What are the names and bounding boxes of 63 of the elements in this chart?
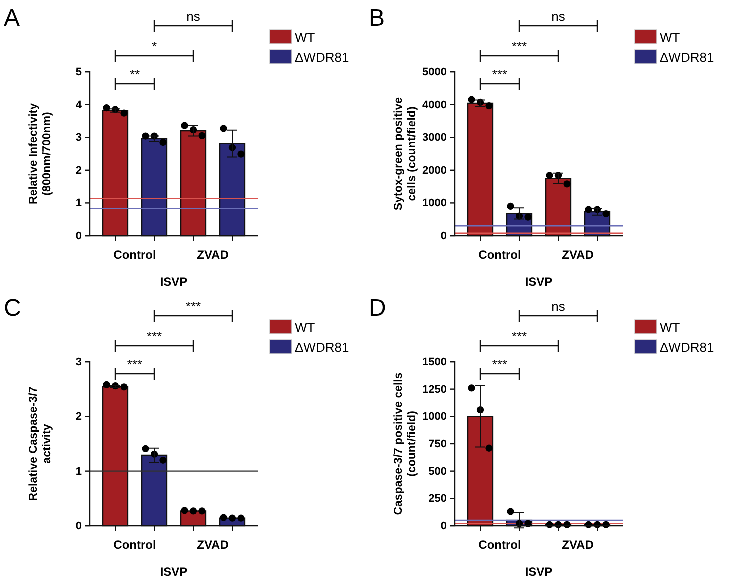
y-tick-label: 2: [76, 411, 82, 424]
y-axis-title: Relative Infectivity (800nm/700nm): [28, 102, 54, 204]
legend-label: ΔWDR81: [295, 340, 350, 355]
y-tick-label: 1500: [422, 356, 447, 369]
chart-title: B: [369, 5, 386, 32]
y-tick-label: 4000: [422, 99, 447, 112]
legend-label: WT: [660, 30, 680, 45]
x-axis-title: ISVP: [525, 565, 553, 579]
y-tick-label: 1: [76, 198, 82, 210]
text: ***: [512, 329, 528, 344]
x-axis-title: ISVP: [160, 275, 188, 289]
y-tick-label: 3: [76, 356, 82, 369]
y-tick-label: 750: [428, 438, 447, 451]
annotation: **: [130, 67, 140, 82]
y-tick-label: 5: [76, 66, 82, 79]
chart-title: A: [4, 5, 20, 32]
text: ns: [552, 9, 566, 24]
text: ***: [512, 39, 528, 54]
x-tick-label: ZVAD: [562, 538, 594, 552]
x-tick-label: ZVAD: [562, 248, 594, 262]
text: *: [152, 39, 158, 54]
legend-label: WT: [295, 30, 316, 45]
y-axis-title: Sytox-green positive cells (count/field): [393, 97, 418, 211]
text: ns: [552, 299, 566, 314]
y-axis-title: Relative Caspase-3/7 activity: [28, 386, 54, 502]
legend-label: WT: [295, 320, 316, 335]
x-axis-title: ISVP: [160, 565, 188, 579]
y-tick-label: 1000: [422, 411, 447, 424]
y-tick-label: 0: [440, 230, 447, 243]
chart-title: D: [369, 295, 386, 322]
y-tick-label: 5000: [422, 66, 447, 79]
x-tick-label: Control: [478, 248, 522, 262]
x-tick-label: ZVAD: [197, 248, 230, 262]
x-tick-label: Control: [478, 538, 522, 552]
legend-label: WT: [660, 320, 680, 335]
annotation: ***: [127, 357, 143, 372]
y-tick-label: 4: [76, 99, 83, 112]
legend-label: ΔWDR81: [660, 340, 714, 355]
x-axis-title: ISVP: [525, 275, 553, 289]
y-tick-label: 500: [428, 466, 447, 478]
y-tick-label: 0: [440, 520, 447, 533]
text: ***: [186, 299, 202, 314]
y-tick-label: 1: [76, 466, 82, 478]
x-tick-label: Control: [114, 538, 156, 552]
legend-label: ΔWDR81: [660, 50, 714, 65]
text: ns: [186, 9, 201, 24]
x-tick-label: ZVAD: [197, 538, 230, 552]
y-tick-label: 3: [76, 132, 82, 144]
y-tick-label: 1250: [422, 384, 447, 396]
y-tick-label: 0: [76, 230, 82, 243]
annotation: ***: [492, 67, 508, 82]
text: ***: [146, 329, 162, 344]
x-tick-label: Control: [114, 248, 156, 262]
y-tick-label: 2000: [422, 164, 447, 177]
y-tick-label: 1000: [422, 198, 447, 210]
chart-title: C: [4, 295, 22, 322]
y-tick-label: 3000: [422, 132, 447, 144]
legend-label: ΔWDR81: [295, 50, 350, 65]
y-tick-label: 250: [428, 493, 447, 506]
y-tick-label: 2: [76, 164, 82, 177]
annotation: ***: [492, 357, 508, 372]
y-axis-title: Caspase-3/7 positive cells (count/field): [393, 372, 418, 516]
y-tick-label: 0: [76, 520, 82, 533]
